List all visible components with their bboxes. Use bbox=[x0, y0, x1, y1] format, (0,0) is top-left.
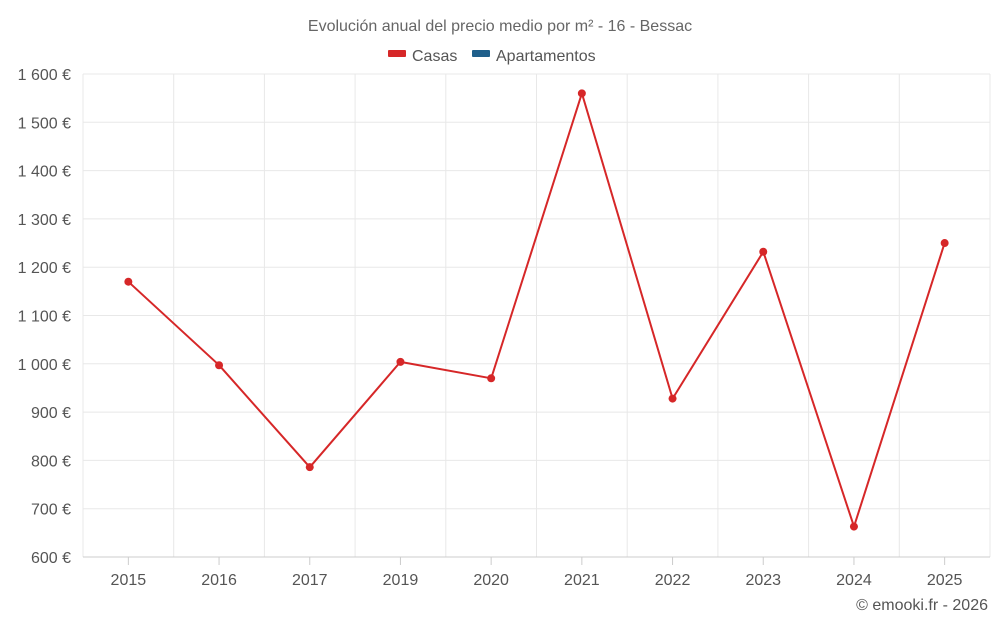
y-tick-label: 1 400 € bbox=[18, 164, 71, 181]
legend-swatch-apartamentos[interactable] bbox=[472, 50, 490, 57]
x-tick-label: 2021 bbox=[564, 572, 600, 589]
y-tick-label: 900 € bbox=[31, 405, 71, 422]
y-tick-label: 1 200 € bbox=[18, 260, 71, 277]
y-tick-label: 1 500 € bbox=[18, 115, 71, 132]
legend-swatch-casas[interactable] bbox=[388, 50, 406, 57]
data-point-casas-2017[interactable] bbox=[305, 463, 314, 472]
x-gridlines bbox=[82, 74, 991, 557]
y-tick-label: 600 € bbox=[31, 550, 71, 567]
data-point-casas-2020[interactable] bbox=[487, 374, 496, 383]
x-tick-label: 2023 bbox=[745, 572, 781, 589]
x-tick-label: 2017 bbox=[292, 572, 328, 589]
legend-label-casas[interactable]: Casas bbox=[412, 48, 457, 65]
x-tick-label: 2025 bbox=[927, 572, 963, 589]
data-point-casas-2023[interactable] bbox=[759, 247, 768, 256]
x-tick-label: 2016 bbox=[201, 572, 237, 589]
legend: Casas Apartamentos bbox=[388, 48, 596, 65]
series-casas bbox=[124, 89, 949, 531]
x-tick-label: 2019 bbox=[383, 572, 419, 589]
y-axis-ticks: 600 € 700 € 800 € 900 € 1 000 € 1 100 € 1 200 … bbox=[18, 67, 71, 567]
chart-title: Evolución anual del precio medio por m² … bbox=[308, 18, 692, 35]
data-point-casas-2019[interactable] bbox=[396, 357, 405, 366]
legend-label-apartamentos[interactable]: Apartamentos bbox=[496, 48, 596, 65]
data-point-casas-2016[interactable] bbox=[215, 361, 224, 370]
x-tick-label: 2020 bbox=[473, 572, 509, 589]
x-tick-label: 2015 bbox=[111, 572, 147, 589]
x-tick-label: 2024 bbox=[836, 572, 872, 589]
data-point-casas-2025[interactable] bbox=[940, 239, 949, 248]
y-tick-label: 700 € bbox=[31, 502, 71, 519]
series-line-casas bbox=[127, 92, 946, 528]
x-tick-label: 2022 bbox=[655, 572, 691, 589]
credit: © emooki.fr - 2026 bbox=[856, 597, 988, 614]
y-tick-label: 1 600 € bbox=[18, 67, 71, 84]
data-point-casas-2022[interactable] bbox=[668, 394, 677, 403]
data-point-casas-2015[interactable] bbox=[124, 277, 133, 286]
data-point-casas-2024[interactable] bbox=[849, 522, 858, 531]
x-axis-ticks: 2015 2016 2017 2019 2020 2021 2022 2023 2024 2025 bbox=[111, 557, 963, 589]
y-tick-label: 800 € bbox=[31, 453, 71, 470]
y-tick-label: 1 000 € bbox=[18, 357, 71, 374]
y-tick-label: 1 300 € bbox=[18, 212, 71, 229]
data-point-casas-2021[interactable] bbox=[577, 89, 586, 98]
y-tick-label: 1 100 € bbox=[18, 309, 71, 326]
